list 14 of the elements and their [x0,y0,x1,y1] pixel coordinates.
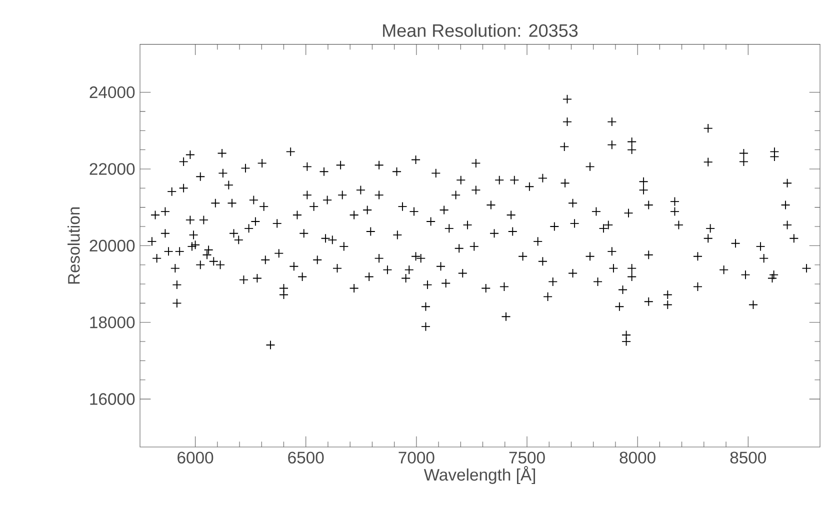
x-tick-label: 8500 [730,452,766,464]
y-tick-label: 22000 [90,163,135,175]
y-tick-label: 18000 [90,316,135,328]
y-tick-label: 24000 [90,86,135,98]
x-tick-label: 7500 [509,452,545,464]
chart-title: Mean Resolution: 20353 [383,24,578,37]
y-tick-label: 16000 [90,393,135,405]
x-tick-label: 7000 [398,452,434,464]
x-axis-title: Wavelength [Å] [424,466,536,484]
x-tick-label: 8000 [620,452,656,464]
y-axis-title: Resolution [68,207,80,284]
y-tick-label: 20000 [90,240,135,252]
x-tick-label: 6000 [178,452,214,464]
x-tick-label: 6500 [288,452,324,464]
